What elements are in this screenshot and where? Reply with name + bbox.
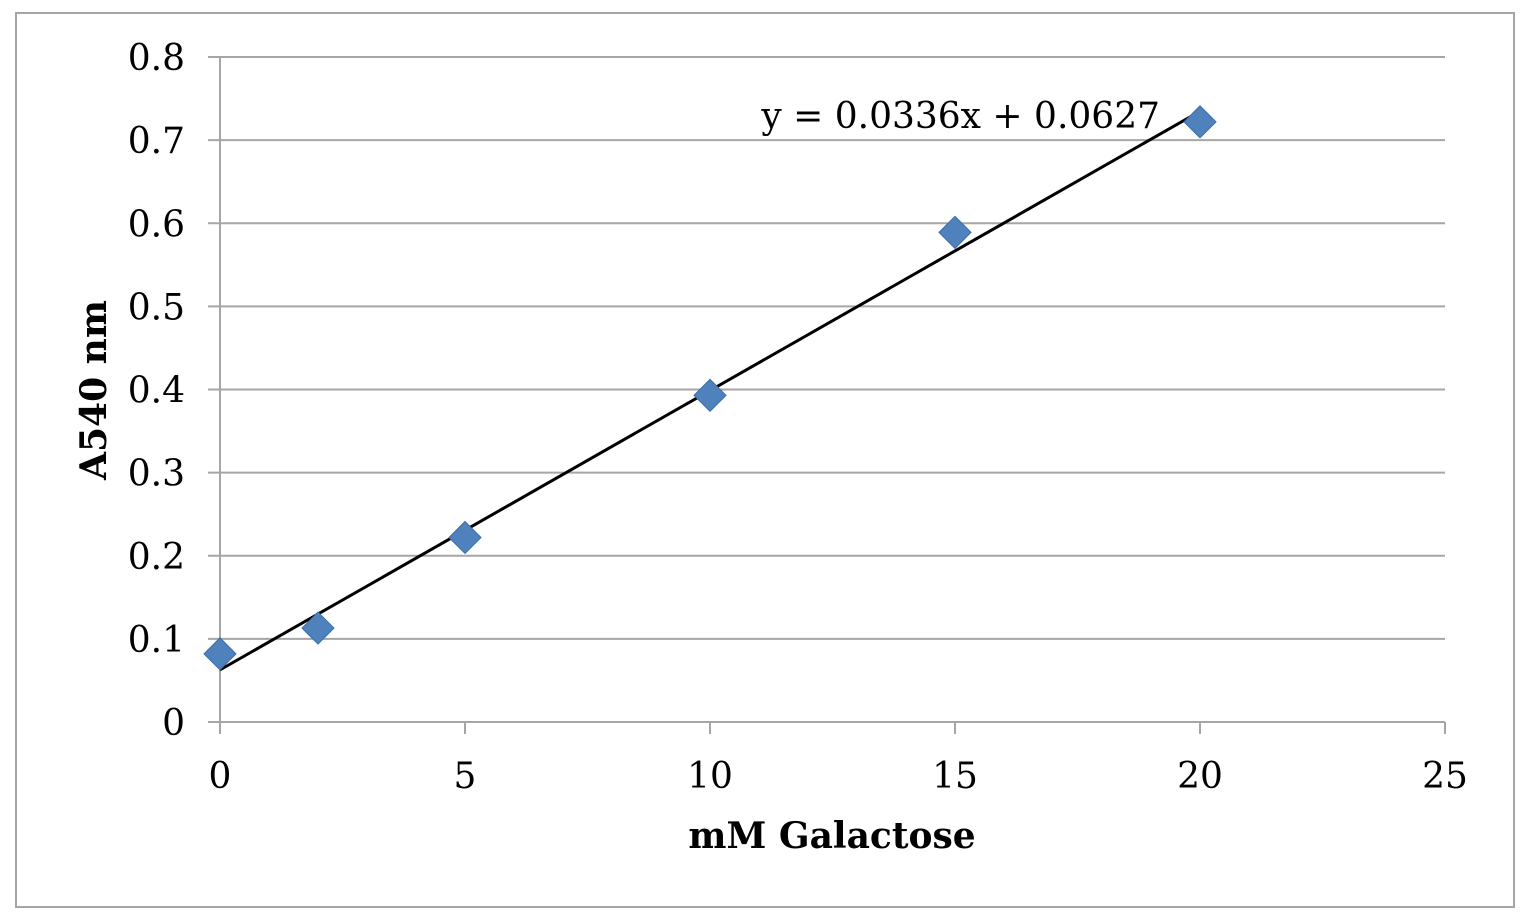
data-points [203, 105, 1217, 671]
y-tick-label: 0 [162, 703, 185, 744]
y-axis-title: A540 nm [73, 300, 115, 481]
data-point [301, 611, 335, 645]
y-tick-label: 0.1 [128, 620, 185, 661]
chart-frame [15, 12, 1515, 908]
y-tick-label: 0.6 [128, 204, 185, 245]
x-tick-label: 25 [1422, 756, 1468, 797]
x-tick-label: 10 [687, 756, 733, 797]
data-point [938, 215, 972, 250]
data-point [693, 378, 727, 413]
y-tick-label: 0.2 [128, 537, 185, 578]
y-tick-labels: 0 0.1 0.2 0.3 0.4 0.5 0.6 0.7 0.8 [128, 38, 185, 744]
y-tick-label: 0.3 [128, 454, 185, 495]
x-tick-label: 20 [1177, 756, 1223, 797]
x-tick-label: 0 [209, 756, 232, 797]
data-point [1183, 105, 1217, 139]
x-tick-label: 5 [454, 756, 477, 797]
axes [219, 57, 1446, 734]
y-tick-label: 0.7 [128, 121, 185, 162]
y-tick-label: 0.4 [128, 371, 185, 412]
data-point [448, 520, 482, 555]
data-point [203, 637, 237, 671]
y-tick-label: 0.8 [128, 38, 185, 79]
gridlines [208, 56, 1445, 723]
x-tick-label: 15 [932, 756, 978, 797]
trendline-equation: y = 0.0336x + 0.0627 [760, 96, 1160, 137]
y-tick-label: 0.5 [128, 287, 185, 328]
x-axis-title: mM Galactose [688, 815, 975, 857]
x-tick-labels: 0 5 10 15 20 25 [209, 756, 1468, 797]
